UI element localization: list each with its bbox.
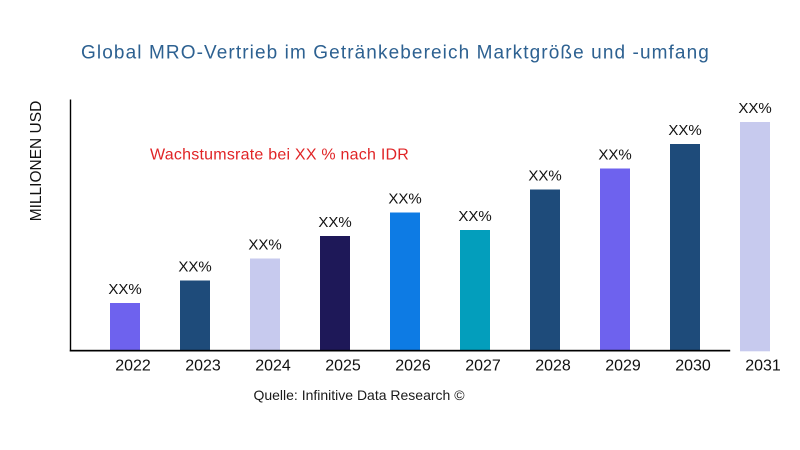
svg-text:2022: 2022: [115, 357, 151, 374]
svg-text:2029: 2029: [605, 357, 641, 374]
svg-text:Wachstumsrate bei XX % nach ID: Wachstumsrate bei XX % nach IDR: [150, 147, 409, 164]
svg-text:XX%: XX%: [108, 281, 141, 298]
svg-text:2026: 2026: [395, 357, 431, 374]
svg-text:2025: 2025: [325, 357, 361, 374]
svg-text:2031: 2031: [745, 357, 781, 374]
svg-text:XX%: XX%: [668, 122, 701, 139]
svg-text:MILLIONEN USD: MILLIONEN USD: [28, 101, 45, 222]
svg-text:2027: 2027: [465, 357, 501, 374]
svg-text:XX%: XX%: [738, 100, 771, 117]
svg-text:XX%: XX%: [458, 208, 491, 225]
svg-text:XX%: XX%: [248, 237, 281, 254]
svg-text:Quelle: Infinitive Data Resear: Quelle: Infinitive Data Research ©: [253, 387, 465, 403]
svg-text:2030: 2030: [675, 357, 711, 374]
svg-text:2023: 2023: [185, 357, 221, 374]
svg-text:XX%: XX%: [318, 214, 351, 231]
svg-text:XX%: XX%: [178, 259, 211, 276]
svg-text:XX%: XX%: [598, 147, 631, 164]
svg-text:XX%: XX%: [528, 168, 561, 185]
svg-text:Global MRO-Vertrieb im Getränk: Global MRO-Vertrieb im Getränkebereich M…: [81, 43, 710, 64]
svg-text:2024: 2024: [255, 357, 291, 374]
svg-text:XX%: XX%: [388, 191, 421, 208]
svg-text:2028: 2028: [535, 357, 571, 374]
